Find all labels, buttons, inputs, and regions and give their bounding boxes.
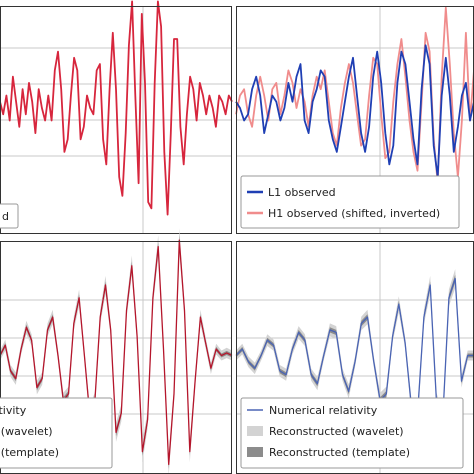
legend-label-h1: H1 observed (shifted, inverted) [268, 207, 440, 220]
legend: L1 observed H1 observed (shifted, inverte… [240, 175, 460, 229]
panel-top-left: d [0, 0, 233, 234]
legend-label-2: Reconstructed (template) [0, 446, 59, 459]
legend-box [0, 203, 19, 229]
legend-box [240, 175, 460, 229]
legend-label-1: Reconstructed (wavelet) [269, 425, 404, 438]
legend-label-0: Numerical relativity [269, 404, 378, 417]
legend-label-1: Reconstructed (wavelet) [0, 425, 53, 438]
series-line-l1 [235, 44, 474, 178]
legend-label-2: Reconstructed (template) [269, 446, 410, 459]
legend-swatch-2 [247, 447, 263, 457]
legend-label-0: Numerical relativity [0, 404, 27, 417]
legend-label-l1: L1 observed [268, 186, 336, 199]
legend: Numerical relativity Reconstructed (wavel… [0, 397, 113, 469]
legend-swatch-1 [247, 426, 263, 436]
series-line-nr [235, 277, 474, 421]
legend-box [240, 397, 464, 469]
panel-bottom-right: Numerical relativity Reconstructed (wavel… [235, 241, 474, 474]
legend: Numerical relativity Reconstructed (wavel… [240, 397, 464, 469]
plot-frame [0, 6, 232, 234]
legend: d [0, 203, 19, 229]
panel-bottom-left: Numerical relativity Reconstructed (wavel… [0, 228, 233, 474]
panel-top-right: L1 observed H1 observed (shifted, inverte… [235, 6, 474, 234]
series-line [0, 0, 233, 216]
legend-box [0, 397, 113, 469]
legend-label: d [2, 210, 9, 223]
series-line-nr [0, 239, 233, 466]
